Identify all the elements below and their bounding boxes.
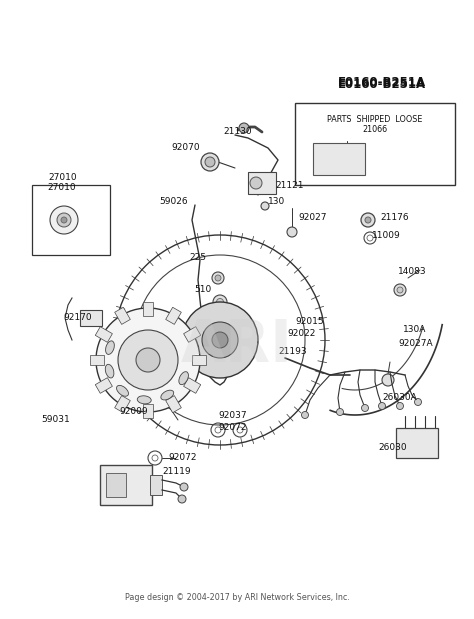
Circle shape xyxy=(250,177,262,189)
Bar xyxy=(396,428,438,458)
Circle shape xyxy=(57,213,71,227)
Bar xyxy=(295,103,455,185)
Polygon shape xyxy=(183,378,201,393)
Bar xyxy=(80,310,102,326)
Circle shape xyxy=(365,217,371,223)
Text: ARI: ARI xyxy=(181,316,293,373)
Bar xyxy=(313,143,365,175)
Circle shape xyxy=(337,409,344,415)
Ellipse shape xyxy=(117,386,128,396)
Ellipse shape xyxy=(106,341,114,355)
Circle shape xyxy=(301,412,309,418)
Text: 21121: 21121 xyxy=(275,181,303,189)
Bar xyxy=(32,185,110,255)
Text: 92037: 92037 xyxy=(218,410,246,420)
Bar xyxy=(106,473,126,497)
Circle shape xyxy=(205,157,215,167)
Circle shape xyxy=(201,153,219,171)
Polygon shape xyxy=(95,378,112,393)
Text: 510: 510 xyxy=(195,285,212,295)
Text: 27010: 27010 xyxy=(48,183,76,193)
Text: 21119: 21119 xyxy=(162,467,191,477)
Circle shape xyxy=(96,308,200,412)
Circle shape xyxy=(50,206,78,234)
Text: 21176: 21176 xyxy=(380,214,409,222)
Polygon shape xyxy=(166,307,182,324)
Text: PARTS  SHIPPED  LOOSE: PARTS SHIPPED LOOSE xyxy=(328,115,423,124)
Polygon shape xyxy=(143,302,153,316)
Bar xyxy=(248,172,276,194)
Circle shape xyxy=(397,287,403,293)
Text: 92027A: 92027A xyxy=(398,339,433,347)
Circle shape xyxy=(261,202,269,210)
Polygon shape xyxy=(95,327,112,342)
Text: 92072: 92072 xyxy=(168,454,197,462)
Ellipse shape xyxy=(161,390,173,400)
Circle shape xyxy=(379,402,385,410)
Polygon shape xyxy=(143,404,153,418)
Circle shape xyxy=(239,123,249,133)
Circle shape xyxy=(361,213,375,227)
Polygon shape xyxy=(115,307,130,324)
Text: 130A: 130A xyxy=(403,326,427,334)
Text: 26030: 26030 xyxy=(378,443,407,452)
Circle shape xyxy=(215,275,221,281)
Circle shape xyxy=(180,483,188,491)
Circle shape xyxy=(212,332,228,348)
Text: 14083: 14083 xyxy=(398,267,427,277)
Circle shape xyxy=(414,399,421,405)
Text: E0160-B251A: E0160-B251A xyxy=(338,79,426,92)
Polygon shape xyxy=(166,396,182,413)
Circle shape xyxy=(118,330,178,390)
Circle shape xyxy=(217,298,224,306)
Polygon shape xyxy=(115,396,130,413)
Text: 21066: 21066 xyxy=(363,126,388,134)
Text: 92022: 92022 xyxy=(287,329,315,339)
Text: 92027: 92027 xyxy=(298,214,327,222)
Text: 92070: 92070 xyxy=(172,144,200,152)
Circle shape xyxy=(61,217,67,223)
Text: 225: 225 xyxy=(189,254,206,262)
Text: E0160-B251A: E0160-B251A xyxy=(338,77,426,90)
Circle shape xyxy=(382,374,394,386)
Text: 59031: 59031 xyxy=(41,415,70,425)
Text: 21193: 21193 xyxy=(278,347,307,357)
Text: 92170: 92170 xyxy=(64,313,92,322)
Text: 92072: 92072 xyxy=(218,423,246,433)
Circle shape xyxy=(212,272,224,284)
Ellipse shape xyxy=(105,365,114,378)
Circle shape xyxy=(396,402,403,410)
Text: 27010: 27010 xyxy=(49,173,77,181)
Circle shape xyxy=(287,227,297,237)
Text: 92015: 92015 xyxy=(295,318,324,326)
Circle shape xyxy=(213,295,227,309)
Text: 59026: 59026 xyxy=(159,197,188,207)
Bar xyxy=(150,475,162,495)
Text: Page design © 2004-2017 by ARI Network Services, Inc.: Page design © 2004-2017 by ARI Network S… xyxy=(125,592,349,602)
Circle shape xyxy=(136,348,160,372)
Circle shape xyxy=(362,404,368,412)
Circle shape xyxy=(202,322,238,358)
Circle shape xyxy=(182,302,258,378)
Text: 26030A: 26030A xyxy=(382,394,417,402)
Circle shape xyxy=(178,495,186,503)
Text: 21130: 21130 xyxy=(224,128,252,137)
Polygon shape xyxy=(90,355,104,365)
Text: 92009: 92009 xyxy=(119,407,148,417)
Text: 130: 130 xyxy=(268,197,285,207)
Circle shape xyxy=(394,284,406,296)
Ellipse shape xyxy=(179,371,189,384)
Polygon shape xyxy=(183,327,201,342)
Text: 11009: 11009 xyxy=(372,232,401,241)
Ellipse shape xyxy=(137,396,151,404)
Polygon shape xyxy=(192,355,206,365)
Bar xyxy=(100,465,152,505)
